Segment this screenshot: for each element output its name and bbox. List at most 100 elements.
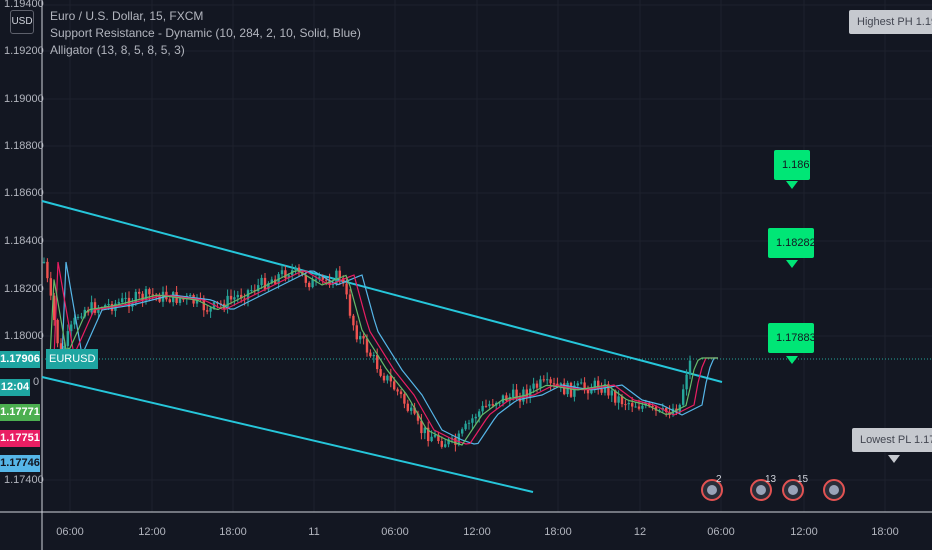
candle-body <box>107 304 110 306</box>
candle-body <box>620 396 624 405</box>
candle-body <box>189 295 192 297</box>
candle-body <box>416 413 420 421</box>
candle-body <box>512 389 515 397</box>
candle-body <box>49 278 52 296</box>
candle-body <box>352 315 355 326</box>
candle-body <box>393 381 396 390</box>
candle-body <box>484 405 488 407</box>
price-label: 1.19200 <box>4 45 44 57</box>
candle-body <box>182 298 185 300</box>
price-label: 1.18000 <box>4 330 44 342</box>
resistance-callout-3[interactable]: 1.17883 <box>768 323 816 353</box>
symbol-title[interactable]: Euro / U.S. Dollar, 15, FXCM <box>50 9 204 23</box>
candle-body <box>539 379 542 388</box>
candle-body <box>641 405 644 409</box>
candle-body <box>488 404 491 407</box>
candle-body <box>202 298 205 311</box>
candle-body <box>121 298 124 303</box>
us-flag-event-icon[interactable] <box>823 479 845 501</box>
candle-body <box>226 295 229 309</box>
candle-body <box>542 379 545 381</box>
candle-body <box>457 433 460 445</box>
price-label: 1.19000 <box>4 93 44 105</box>
candle-body <box>433 434 437 437</box>
candle-body <box>318 276 321 280</box>
candle-body <box>80 316 83 318</box>
candle-body <box>134 291 137 303</box>
candle-body <box>467 422 471 424</box>
candle-body <box>389 375 392 382</box>
candle-body <box>76 316 80 318</box>
candle-body <box>600 388 603 393</box>
resistance-callout-2[interactable]: 1.18282 <box>768 228 816 258</box>
indicator-alligator[interactable]: Alligator (13, 8, 5, 8, 5, 3) <box>50 43 185 57</box>
candle-body <box>481 405 484 412</box>
candle-body <box>403 394 406 404</box>
candle-body <box>648 402 651 406</box>
candle-body <box>651 405 654 407</box>
event-icon[interactable]: 2 <box>701 474 723 501</box>
time-label: 06:00 <box>56 526 84 538</box>
candle-body <box>682 389 685 405</box>
candle-body <box>535 383 539 388</box>
candle-body <box>267 283 270 290</box>
candle-body <box>236 294 239 298</box>
candle-body <box>627 403 630 405</box>
candle-body <box>590 388 593 394</box>
candle-body <box>148 289 151 295</box>
candle-body <box>420 420 423 434</box>
price-label: 1.18200 <box>4 283 44 295</box>
indicator-support-resistance[interactable]: Support Resistance - Dynamic (10, 284, 2… <box>50 26 361 40</box>
countdown-badge: 12:04 <box>0 379 30 396</box>
candle-body <box>552 383 556 385</box>
us-flag-event-icon[interactable]: 13 <box>750 474 776 501</box>
us-flag-event-icon[interactable]: 15 <box>782 474 808 501</box>
alligator-lines <box>46 261 718 446</box>
candle-body <box>321 276 324 280</box>
candle-body <box>454 437 457 445</box>
candle-body <box>311 279 314 288</box>
lowest-pl-callout[interactable]: Lowest PL 1.17455 <box>852 428 932 452</box>
candle-body <box>546 379 549 381</box>
candle-body <box>93 302 97 313</box>
candle-body <box>151 294 154 296</box>
candle-body <box>593 380 596 389</box>
candle-body <box>83 309 86 317</box>
highest-ph-callout[interactable]: Highest PH 1.19201 <box>849 10 932 34</box>
candle-body <box>260 277 263 286</box>
candle-body <box>576 383 579 386</box>
candle-body <box>447 439 450 445</box>
resistance-callout-1[interactable]: 1.186 <box>774 150 810 180</box>
symbol-tag: EURUSD <box>46 349 99 369</box>
candle-body <box>410 407 413 411</box>
candle-body <box>331 284 335 286</box>
candle-body <box>631 403 634 407</box>
candle-body <box>396 389 399 392</box>
price-label: 1.19400 <box>4 0 44 10</box>
candle-body <box>478 411 481 417</box>
candle-body <box>617 396 620 403</box>
candle-body <box>437 434 440 442</box>
candle-body <box>335 270 338 285</box>
currency-button[interactable]: USD <box>10 10 34 34</box>
candle-body <box>243 298 246 300</box>
channel-upper-line[interactable] <box>41 200 723 383</box>
candle-body <box>464 423 467 430</box>
candle-body <box>345 283 348 295</box>
candle-body <box>583 382 586 389</box>
chart-legend: Euro / U.S. Dollar, 15, FXCM Support Res… <box>50 8 361 59</box>
candle-body <box>559 383 562 387</box>
candle-body <box>117 302 120 304</box>
price-label: 1.18800 <box>4 140 44 152</box>
candle-body <box>359 336 362 340</box>
channel-lower-line[interactable] <box>41 376 534 493</box>
candle-body <box>614 390 617 403</box>
candle-body <box>90 302 93 313</box>
candle-body <box>634 406 637 408</box>
candle-body <box>287 275 290 279</box>
candle-body <box>297 267 301 272</box>
time-label: 06:00 <box>707 526 735 538</box>
candle-body <box>284 270 287 279</box>
candle-body <box>250 290 253 292</box>
